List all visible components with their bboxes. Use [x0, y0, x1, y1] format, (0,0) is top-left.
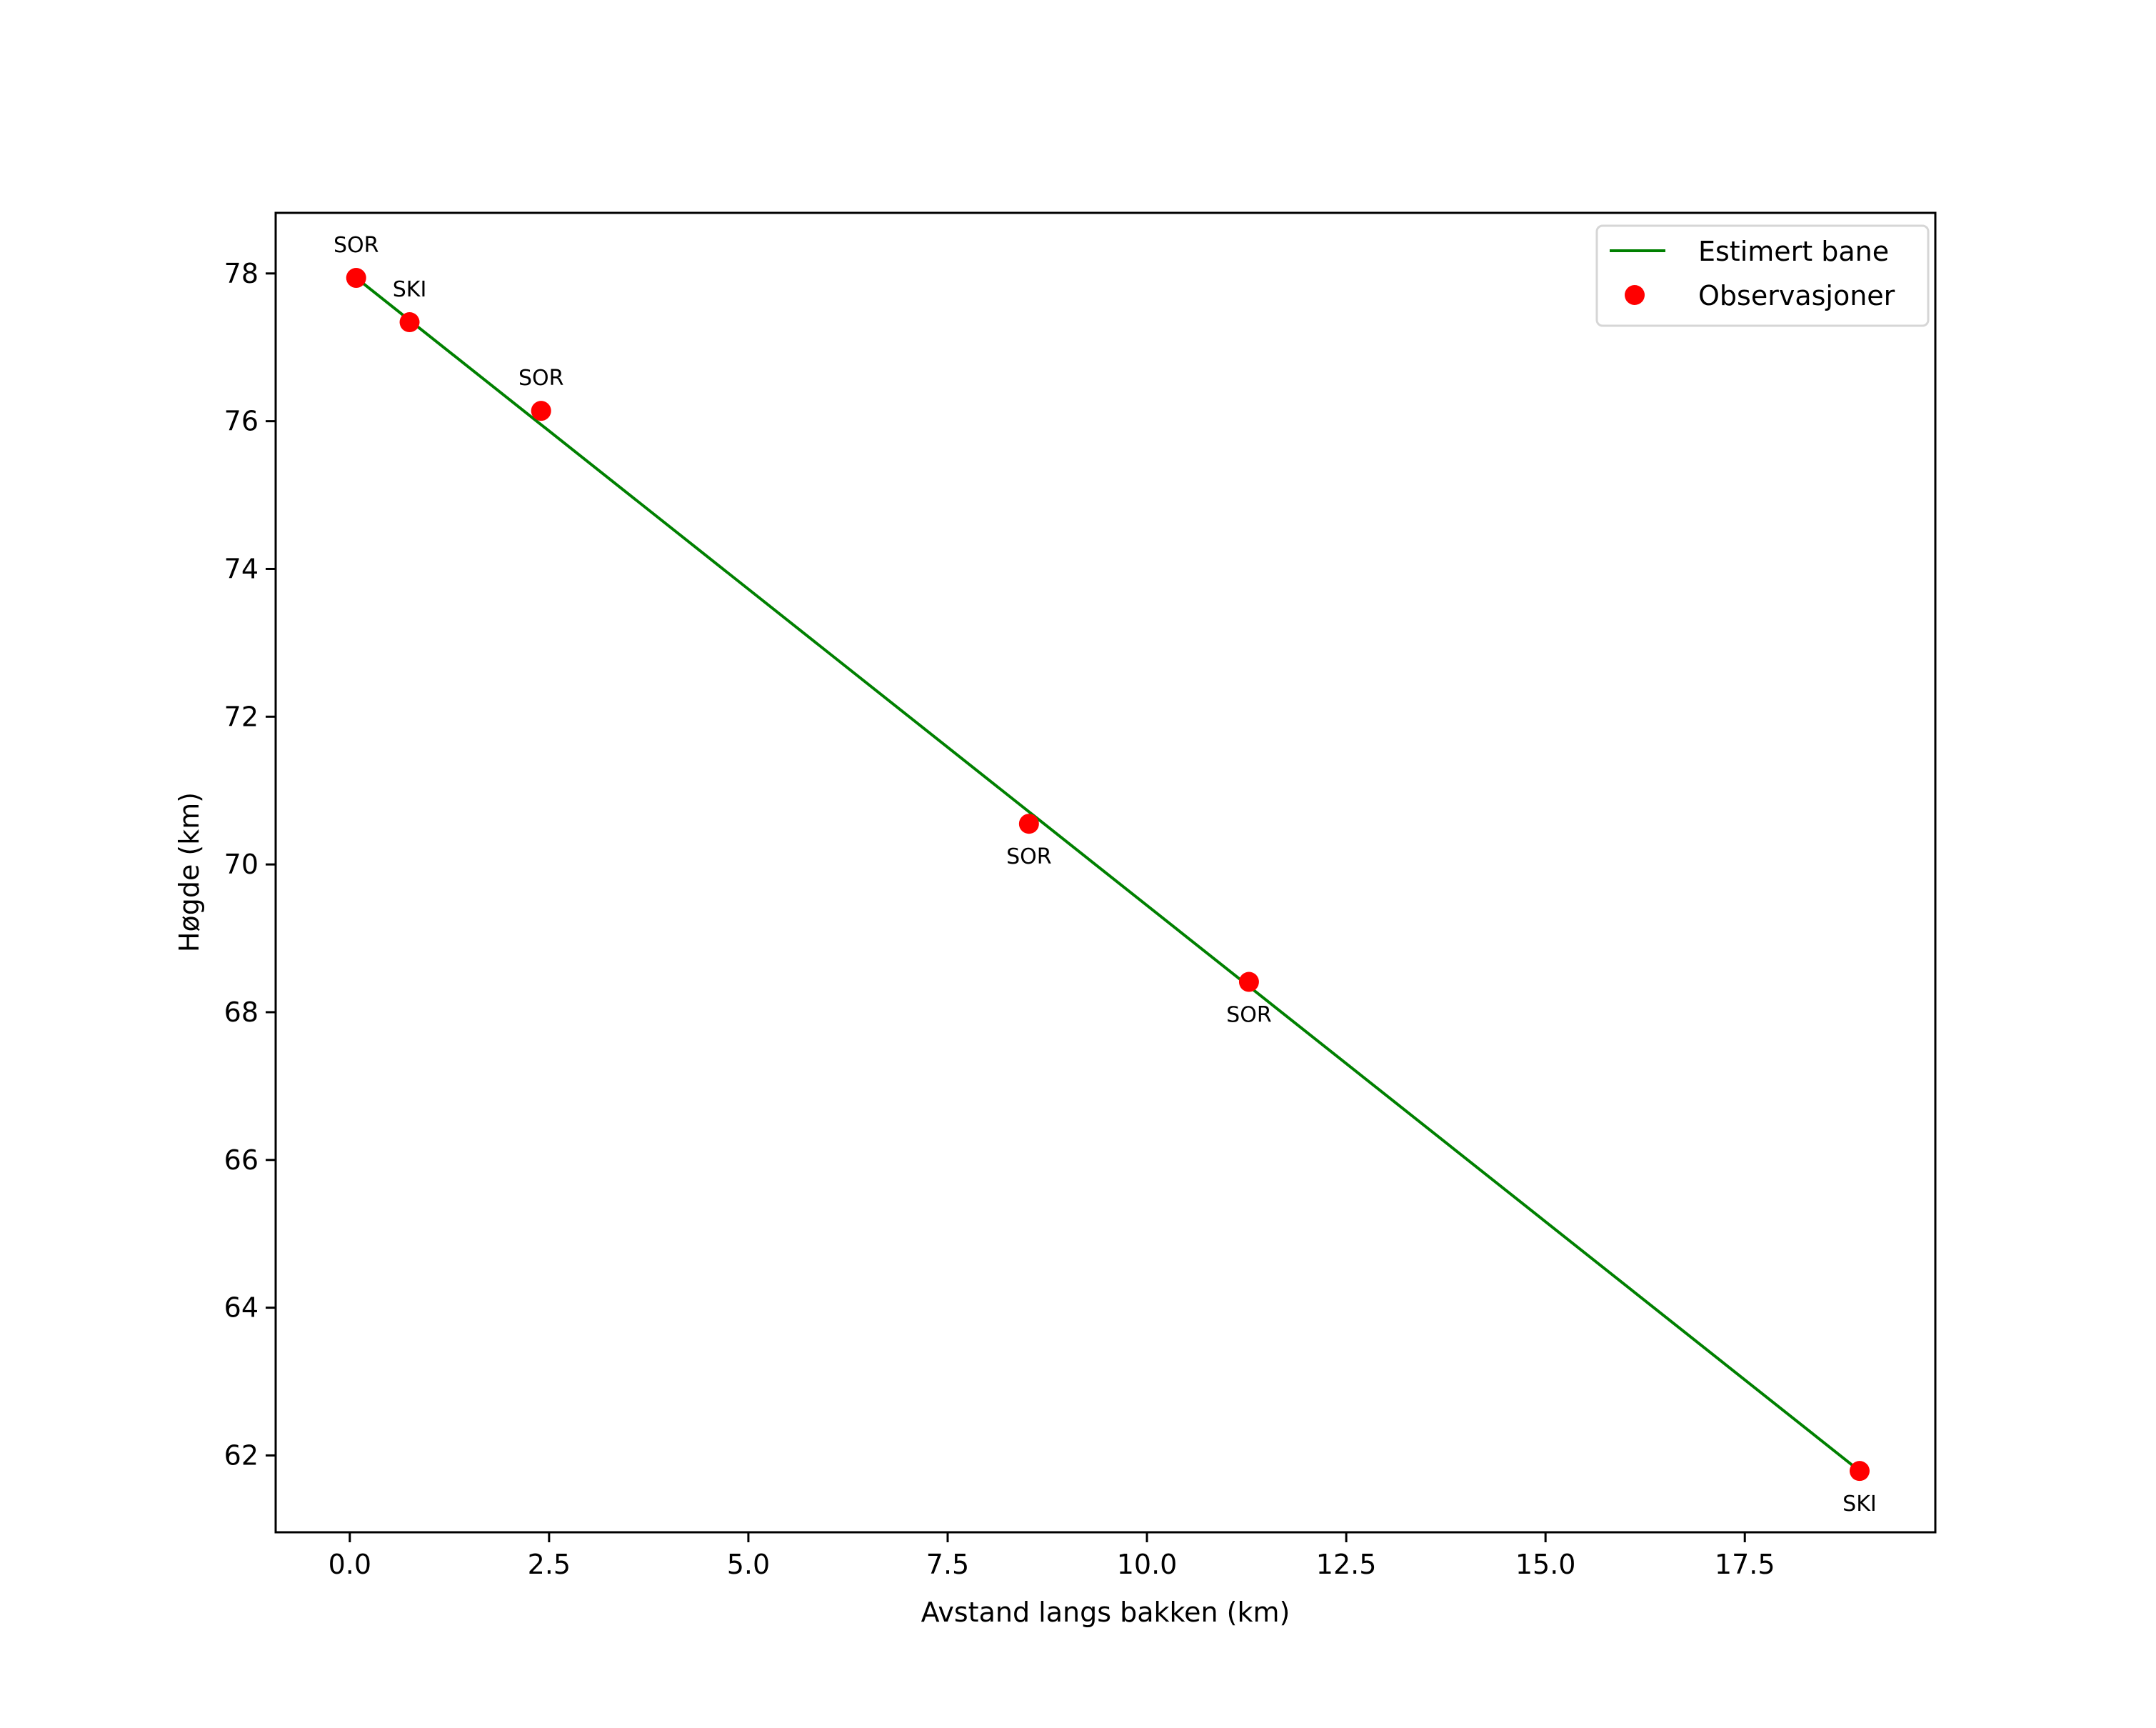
x-tick-label: 7.5	[926, 1549, 969, 1580]
observation-label: SKI	[393, 277, 427, 302]
y-axis-ticks: 62 64 66 68 70 72 74 76 78	[224, 258, 276, 1471]
legend-dot-swatch	[1625, 285, 1645, 305]
x-tick-label: 0.0	[329, 1549, 371, 1580]
axes-frame	[274, 211, 1937, 1534]
legend-box	[1595, 224, 1930, 327]
observation-point	[346, 268, 366, 289]
y-tick-label: 68	[224, 997, 259, 1028]
x-axis-ticks: 0.0 2.5 5.0 7.5 10.0 12.5 15.0 17.5	[329, 1532, 1775, 1580]
y-axis-label: Høgde (km)	[174, 792, 205, 952]
observation-point	[1849, 1461, 1870, 1482]
x-tick-label: 17.5	[1715, 1549, 1775, 1580]
observation-point	[399, 312, 420, 333]
x-axis-label: Avstand langs bakken (km)	[921, 1597, 1290, 1628]
y-tick-label: 72	[224, 701, 259, 732]
estimated-trajectory-line	[355, 276, 1861, 1472]
observation-label: SOR	[334, 233, 379, 258]
legend: Estimert bane Observasjoner	[1595, 224, 1930, 327]
observation-point	[1018, 814, 1039, 834]
x-tick-label: 15.0	[1515, 1549, 1576, 1580]
y-tick-label: 74	[224, 553, 259, 584]
y-tick-label: 66	[224, 1144, 259, 1176]
y-tick-label: 78	[224, 258, 259, 289]
y-tick-label: 64	[224, 1292, 259, 1324]
legend-label-observasjoner: Observasjoner	[1698, 280, 1895, 311]
x-tick-label: 5.0	[727, 1549, 770, 1580]
plot-area: SOR SKI SOR SOR SOR SKI	[334, 233, 1877, 1517]
x-tick-label: 12.5	[1316, 1549, 1377, 1580]
x-tick-label: 10.0	[1117, 1549, 1178, 1580]
observation-point	[1238, 972, 1259, 992]
observation-label: SOR	[1006, 844, 1052, 869]
y-tick-label: 70	[224, 849, 259, 880]
observation-label: SOR	[518, 366, 564, 391]
observation-label: SKI	[1842, 1492, 1877, 1517]
x-tick-label: 2.5	[528, 1549, 571, 1580]
y-tick-label: 76	[224, 406, 259, 437]
observation-point	[531, 401, 551, 421]
legend-label-estimert-bane: Estimert bane	[1698, 236, 1889, 267]
observation-label: SOR	[1226, 1003, 1272, 1028]
y-tick-label: 62	[224, 1439, 259, 1471]
